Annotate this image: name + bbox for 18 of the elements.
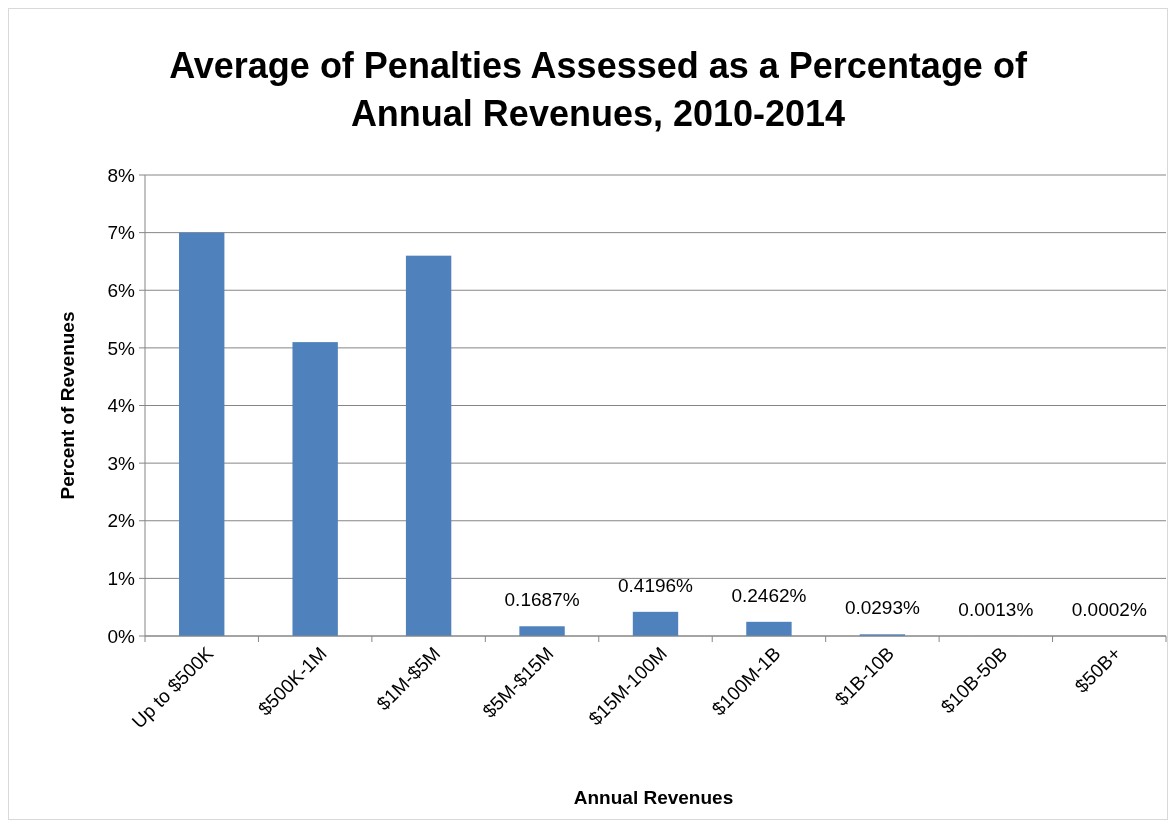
y-tick-label: 1% — [107, 568, 136, 590]
y-tick-label: 7% — [107, 222, 136, 244]
y-tick-label: 5% — [107, 337, 136, 359]
y-tick-label: 0% — [107, 625, 136, 647]
y-tick-label: 4% — [107, 395, 136, 417]
y-tick-label: 6% — [107, 279, 136, 301]
data-label: 0.0013% — [958, 598, 1034, 620]
data-label: 0.4196% — [617, 574, 694, 596]
data-label: 0.1687% — [504, 589, 580, 611]
y-tick-label: 2% — [107, 510, 136, 532]
y-tick-label: 8% — [107, 164, 136, 186]
data-label: 0.0293% — [844, 597, 920, 619]
data-label: 0.2462% — [731, 584, 807, 606]
y-tick-label: 3% — [107, 452, 136, 474]
data-label: 0.0002% — [1071, 598, 1147, 620]
x-axis-title: Annual Revenues — [573, 787, 734, 808]
y-axis-title: Percent of Revenues — [57, 311, 78, 500]
chart-title: Average of Penalties Assessed as a Percentage of Annual Revenues, 2010-2014 — [169, 45, 1028, 134]
